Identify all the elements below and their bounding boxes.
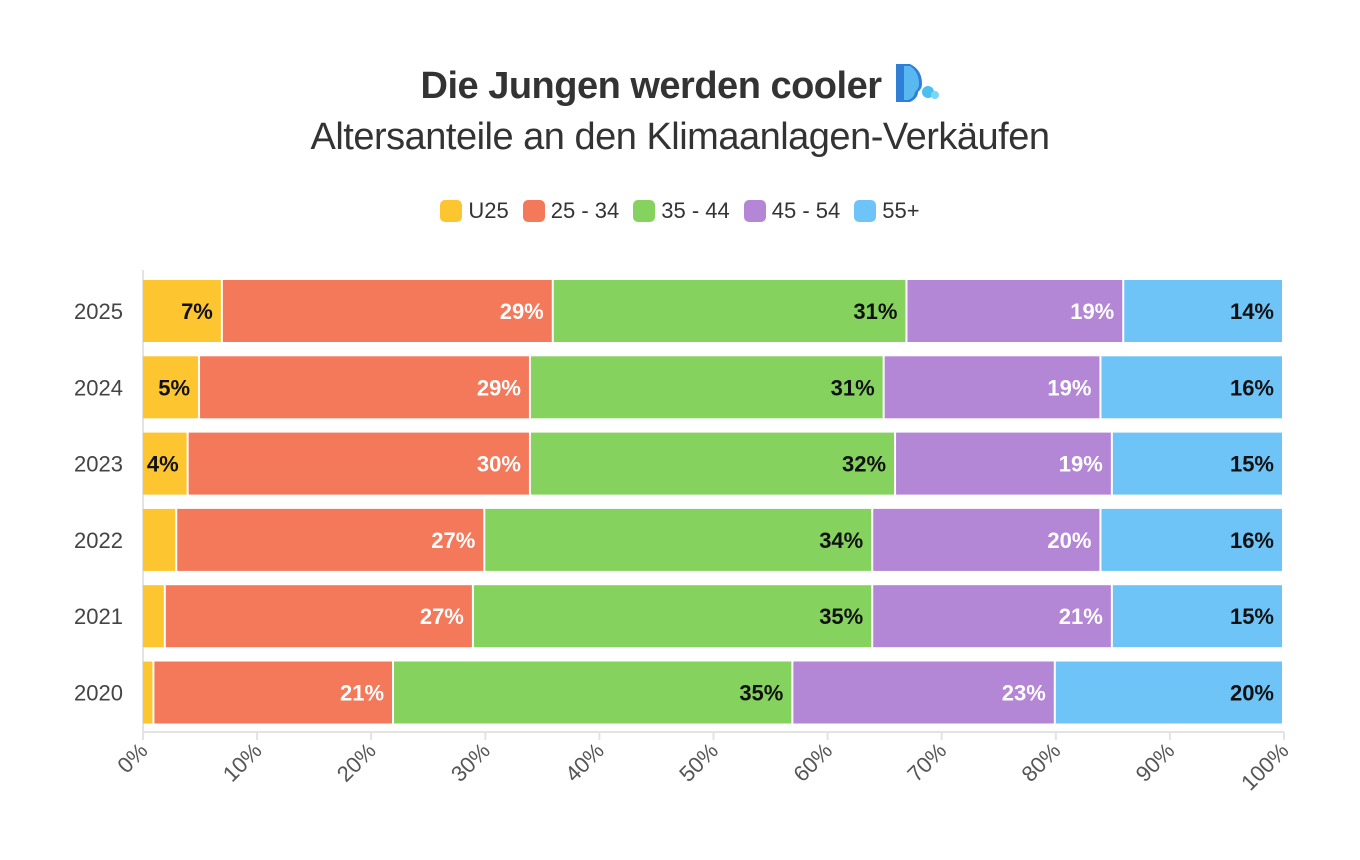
bar-segment <box>530 356 883 419</box>
x-tick-label: 100% <box>1236 738 1293 795</box>
x-tick-label: 90% <box>1131 738 1180 787</box>
bar-segment <box>1055 661 1282 724</box>
data-label: 20% <box>1230 681 1274 706</box>
legend-swatch <box>522 200 545 222</box>
chart-title: Die Jungen werden cooler <box>0 62 1360 108</box>
data-label: 19% <box>1059 452 1103 477</box>
bar-segment <box>793 661 1054 724</box>
y-tick-label: 2021 <box>74 604 123 629</box>
legend-swatch <box>743 200 766 222</box>
x-tick-label: 50% <box>674 738 723 787</box>
legend-swatch <box>440 200 463 222</box>
bar-segment <box>165 585 472 648</box>
data-label: 16% <box>1230 528 1274 553</box>
data-label: 29% <box>500 299 544 324</box>
x-tick-label: 40% <box>560 738 609 787</box>
bar-segment <box>1112 585 1282 648</box>
y-tick-label: 2020 <box>74 681 123 706</box>
bar-segment <box>1124 280 1282 342</box>
data-label: 23% <box>1002 681 1046 706</box>
bar-segment <box>473 585 872 648</box>
x-tick-label: 10% <box>218 738 267 787</box>
data-label: 15% <box>1230 452 1274 477</box>
legend-label: 55+ <box>882 198 920 223</box>
data-label: 27% <box>420 604 464 629</box>
bar-segment <box>143 585 164 648</box>
chart-title-text: Die Jungen werden cooler <box>420 65 883 107</box>
data-label: 30% <box>477 452 521 477</box>
legend-item[interactable]: 25 - 34 <box>522 198 620 224</box>
legend-item[interactable]: 55+ <box>854 198 920 224</box>
y-tick-label: 2024 <box>74 375 123 400</box>
y-tick-label: 2023 <box>74 452 123 477</box>
legend-item[interactable]: 35 - 44 <box>633 198 730 224</box>
bar-segment <box>884 356 1100 419</box>
x-tick-label: 80% <box>1017 738 1066 787</box>
y-tick-label: 2022 <box>74 528 123 553</box>
legend-label: U25 <box>468 198 509 223</box>
y-tick-label: 2025 <box>74 299 123 324</box>
data-label: 20% <box>1047 528 1091 553</box>
bar-segment <box>188 432 529 495</box>
data-label: 15% <box>1230 604 1274 629</box>
bar-segment <box>143 508 176 571</box>
x-tick-label: 60% <box>788 738 837 787</box>
bar-segment <box>1112 432 1282 495</box>
data-label: 21% <box>1059 604 1103 629</box>
data-label: 19% <box>1070 299 1114 324</box>
data-label: 35% <box>739 681 783 706</box>
bar-segment <box>394 661 792 724</box>
x-tick-label: 30% <box>446 738 495 787</box>
data-label: 16% <box>1230 375 1274 400</box>
legend-label: 45 - 54 <box>771 198 841 223</box>
bar-segment <box>553 280 906 342</box>
legend-swatch <box>854 200 877 222</box>
bar-segment <box>873 585 1111 648</box>
data-label: 27% <box>431 528 475 553</box>
legend-label: 35 - 44 <box>661 198 730 223</box>
legend-item[interactable]: 45 - 54 <box>743 198 841 224</box>
bar-segment <box>143 280 221 342</box>
bar-segment <box>143 432 187 495</box>
legend-item[interactable]: U25 <box>440 198 509 224</box>
data-label: 19% <box>1047 375 1091 400</box>
data-label: 32% <box>842 452 886 477</box>
bar-segment <box>530 432 895 495</box>
bar-segment <box>907 280 1123 342</box>
chart-subtitle: Altersanteile an den Klimaanlagen-Verkäu… <box>310 116 1050 158</box>
data-label: 14% <box>1230 299 1274 324</box>
data-label: 35% <box>819 604 863 629</box>
bar-segment <box>873 508 1100 571</box>
bar-segment <box>485 508 872 571</box>
wind-face-icon <box>895 64 939 102</box>
data-label: 4% <box>147 452 179 477</box>
bar-segment <box>200 356 529 419</box>
x-tick-label: 0% <box>112 738 152 778</box>
data-label: 29% <box>477 375 521 400</box>
legend: U25 25 - 34 35 - 44 45 - 54 55+ <box>0 198 1360 224</box>
bar-segment <box>222 280 552 342</box>
data-label: 31% <box>831 375 875 400</box>
data-label: 7% <box>181 299 213 324</box>
bar-segment <box>896 432 1111 495</box>
data-label: 34% <box>819 528 863 553</box>
bar-segment <box>143 661 153 724</box>
x-tick-label: 20% <box>332 738 381 787</box>
bar-segment <box>1101 356 1282 419</box>
bar-segment <box>143 356 199 419</box>
bar-segment <box>1101 508 1282 571</box>
x-tick-label: 70% <box>902 738 951 787</box>
legend-label: 25 - 34 <box>550 198 620 223</box>
bar-segment <box>177 508 484 571</box>
data-label: 31% <box>853 299 897 324</box>
bar-segment <box>154 661 393 724</box>
data-label: 21% <box>340 681 384 706</box>
legend-swatch <box>633 200 656 222</box>
data-label: 5% <box>158 375 190 400</box>
